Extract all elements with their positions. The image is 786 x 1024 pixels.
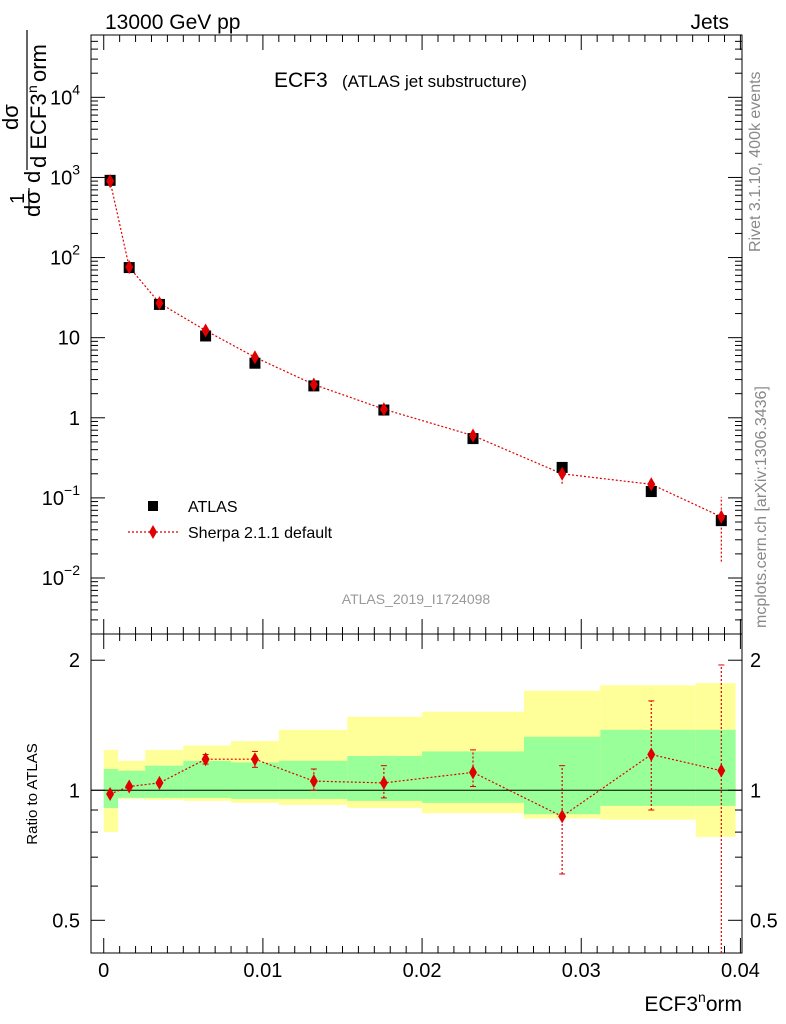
ratio-point — [379, 775, 388, 790]
main-y-tick-label: 10 — [58, 328, 80, 350]
ratio-y-tick-label-left: 0.5 — [52, 910, 80, 932]
ratio-band-inner — [695, 729, 736, 806]
header-left: 13000 GeV pp — [105, 11, 240, 34]
ratio-y-tick-label-left: 2 — [69, 650, 80, 672]
main-y-tick-label: 10−2 — [42, 562, 80, 590]
ratio-x-tick-labels: 0 0.01 0.02 0.03 0.04 — [98, 960, 760, 982]
main-y-tick-label: 10−1 — [42, 482, 80, 510]
main-y-tick-label: 102 — [50, 242, 80, 270]
legend-atlas-label: ATLAS — [188, 499, 238, 516]
main-y-tick-labels: 10−2 10−1 1 10 102 103 104 — [42, 81, 80, 590]
atlas-point — [645, 486, 657, 498]
svg-text:σ: σ — [20, 190, 45, 204]
x-tick-label: 0.01 — [243, 960, 282, 982]
ratio-y-axis-label: Ratio to ATLAS — [24, 743, 41, 844]
main-ticks — [91, 34, 742, 635]
ratio-point — [647, 747, 656, 762]
sherpa-point — [155, 296, 164, 311]
x-tick-label: 0.02 — [403, 960, 442, 982]
x-axis-label-sup: n — [698, 989, 706, 1005]
rivet-label: Rivet 3.1.10, 400k events — [747, 71, 764, 252]
mcplots-label: mcplots.cern.ch [arXiv:1306.3436] — [753, 386, 770, 628]
svg-text:1: 1 — [7, 193, 29, 204]
sherpa-point — [125, 260, 134, 275]
ratio-point — [106, 787, 115, 802]
ratio-point — [717, 763, 726, 778]
ratio-panel: 0.5 0.5 1 1 2 2 0 0.01 0.02 0.03 0.04 Ratio to AT… — [24, 633, 778, 982]
main-points — [104, 174, 727, 527]
sherpa-point — [558, 466, 567, 481]
x-tick-label: 0 — [98, 960, 109, 982]
x-axis-label-rest: orm — [706, 993, 742, 1016]
svg-text:dσ: dσ — [0, 104, 23, 130]
ratio-band-inner — [145, 765, 184, 798]
legend: ATLAS Sherpa 2.1.1 default — [128, 499, 333, 542]
svg-text:n: n — [24, 85, 40, 93]
x-axis-label: ECF3norm — [644, 989, 742, 1016]
ratio-frame — [90, 633, 743, 954]
sherpa-point — [201, 323, 210, 338]
ratio-y-tick-label-right: 2 — [750, 650, 761, 672]
chart-title: ECF3 — [274, 69, 328, 92]
sherpa-point — [106, 174, 115, 189]
svg-text:d ECF3: d ECF3 — [26, 93, 51, 168]
svg-text:d: d — [20, 205, 45, 217]
legend-atlas-marker — [148, 501, 158, 511]
main-y-tick-label: 103 — [50, 161, 80, 189]
ratio-point — [250, 752, 259, 767]
ratio-point — [155, 775, 164, 790]
sherpa-point — [309, 377, 318, 392]
sherpa-point — [379, 402, 388, 417]
analysis-watermark: ATLAS_2019_I1724098 — [342, 591, 491, 607]
ratio-point — [558, 809, 567, 824]
ratio-y-tick-label-left: 1 — [69, 780, 80, 802]
ratio-y-tick-label-right: 1 — [750, 780, 761, 802]
ratio-band-inner — [600, 729, 696, 806]
ratio-band-inner — [183, 760, 232, 798]
svg-text:d: d — [20, 171, 45, 183]
ratio-line — [109, 753, 722, 818]
main-panel: 10−2 10−1 1 10 102 103 104 ECF3 (ATLAS jet sub… — [42, 34, 743, 635]
ratio-y-tick-label-right: 0.5 — [750, 910, 778, 932]
ratio-ticks — [91, 634, 742, 953]
ratio-points — [106, 747, 726, 824]
ratio-band-inner — [231, 762, 279, 799]
ratio-y-tick-labels: 0.5 0.5 1 1 2 2 — [52, 650, 778, 932]
ratio-point — [309, 774, 318, 789]
ratio-point — [125, 779, 134, 794]
sherpa-point — [717, 509, 726, 524]
sherpa-point — [250, 350, 259, 365]
svg-text:ECF3norm: ECF3norm — [644, 989, 742, 1016]
legend-sherpa-label: Sherpa 2.1.1 default — [188, 525, 333, 542]
x-tick-label: 0.04 — [721, 960, 760, 982]
x-tick-label: 0.03 — [562, 960, 601, 982]
x-axis-label-base: ECF3 — [644, 993, 698, 1016]
sherpa-point — [647, 477, 656, 492]
chart-subtitle: (ATLAS jet substructure) — [342, 72, 527, 91]
header-right: Jets — [690, 11, 729, 34]
ratio-point — [201, 752, 210, 767]
legend-sherpa-marker — [149, 525, 157, 539]
svg-text:orm: orm — [26, 44, 51, 82]
main-y-tick-label: 104 — [50, 81, 80, 109]
main-y-tick-label: 1 — [69, 408, 80, 430]
ratio-point — [469, 765, 478, 780]
sherpa-point — [469, 428, 478, 443]
